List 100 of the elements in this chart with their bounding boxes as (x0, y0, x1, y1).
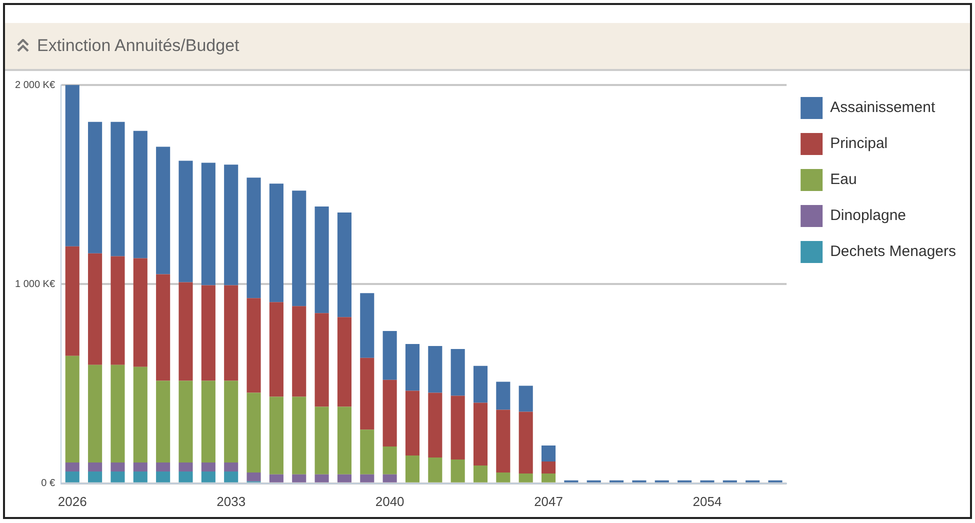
bar (496, 410, 510, 472)
bar (337, 212, 352, 318)
x-tick-label: 2040 (375, 494, 404, 509)
bar (518, 412, 533, 474)
legend-label: Principal (830, 135, 888, 152)
bar (224, 462, 238, 472)
bar (88, 253, 102, 365)
bar (314, 474, 329, 482)
y-tick-label: 0 € (41, 478, 56, 490)
bar (314, 406, 329, 474)
bar (450, 459, 465, 482)
bar (201, 162, 216, 286)
bar (88, 462, 102, 472)
bar (360, 430, 374, 474)
bar (450, 348, 465, 396)
bar (201, 380, 216, 462)
bar (178, 471, 193, 482)
bar (405, 390, 420, 456)
bar (133, 130, 148, 258)
bar (428, 346, 442, 393)
bar (110, 122, 125, 256)
bar (292, 396, 306, 474)
bar (224, 164, 238, 286)
bar (382, 380, 397, 447)
bar (269, 302, 284, 397)
legend-label: Dechets Menagers (830, 243, 956, 260)
bar (65, 462, 80, 472)
legend-label: Dinoplagne (830, 207, 906, 224)
bar (518, 386, 533, 412)
bar (156, 274, 170, 381)
bar (314, 206, 329, 314)
bar (65, 85, 80, 246)
bar (156, 380, 170, 462)
bar (246, 298, 261, 393)
bar (496, 472, 510, 482)
bar (156, 462, 170, 472)
bar (292, 474, 306, 482)
bar (110, 364, 125, 462)
bar (178, 282, 193, 381)
bar (428, 458, 442, 482)
bar (292, 190, 306, 306)
bar (65, 246, 80, 356)
bar (360, 474, 374, 482)
bar (246, 392, 261, 472)
bar (133, 366, 148, 462)
bar (473, 402, 488, 466)
bar (473, 465, 488, 482)
bar (110, 256, 125, 365)
bar (133, 471, 148, 482)
bar (246, 472, 261, 482)
bar (405, 344, 420, 391)
x-tick-label: 2026 (58, 494, 87, 509)
bar (428, 392, 442, 458)
bar (337, 406, 352, 474)
bar (156, 146, 170, 274)
y-tick-label: 1 000 K€ (14, 278, 56, 290)
chart-title: Extinction Annuités/Budget (37, 36, 240, 56)
bar (224, 285, 238, 381)
bar (382, 474, 397, 482)
bar (133, 462, 148, 472)
bar (178, 160, 193, 282)
bar (314, 313, 329, 407)
bar (201, 471, 216, 482)
bar (178, 462, 193, 472)
bar (224, 471, 238, 482)
bar (496, 382, 510, 410)
bar (110, 471, 125, 482)
bar (541, 446, 556, 462)
bar (473, 366, 488, 403)
bar (201, 462, 216, 472)
legend-label: Assainissement (830, 99, 936, 116)
bar (224, 380, 238, 462)
bar (110, 462, 125, 472)
bar (88, 364, 102, 462)
bar (382, 446, 397, 474)
x-tick-label: 2054 (692, 494, 722, 509)
bar (88, 122, 102, 254)
bar (269, 184, 284, 302)
bar (65, 471, 80, 482)
bar (178, 380, 193, 462)
bar (292, 306, 306, 397)
y-tick-label: 2 000 K€ (14, 80, 56, 91)
bar (518, 473, 533, 482)
bar (337, 317, 352, 407)
bar (337, 474, 352, 482)
bar (88, 471, 102, 482)
bar (156, 471, 170, 482)
x-tick-label: 2033 (216, 494, 246, 509)
bar (65, 356, 80, 462)
bar (269, 474, 284, 482)
legend-label: Eau (830, 171, 857, 188)
bar (201, 285, 216, 381)
bar (360, 293, 374, 358)
bar (382, 331, 397, 380)
bar (360, 358, 374, 430)
x-tick-label: 2047 (534, 494, 563, 509)
bar (133, 258, 148, 367)
bar (246, 178, 261, 298)
bar (541, 473, 556, 482)
bar (269, 396, 284, 474)
